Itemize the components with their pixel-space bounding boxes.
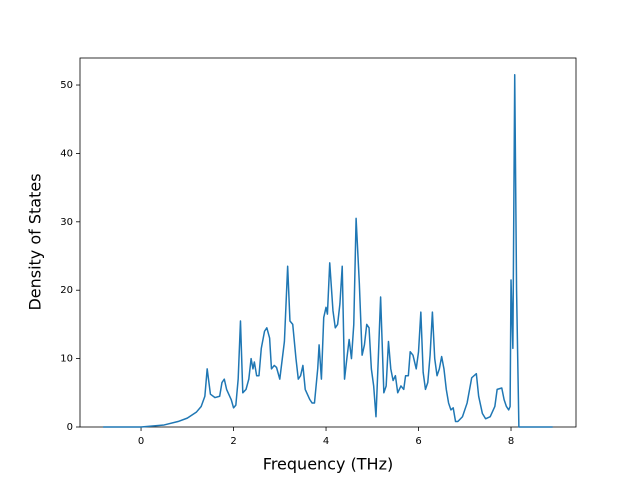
- x-axis-label: Frequency (THz): [263, 455, 393, 474]
- x-tick-label: 4: [323, 436, 329, 447]
- y-tick-label: 10: [60, 354, 73, 365]
- plot-frame: [79, 57, 577, 428]
- y-tick-label: 20: [60, 285, 73, 296]
- y-tick-label: 50: [60, 80, 73, 91]
- x-tick-label: 6: [415, 436, 421, 447]
- x-tick-label: 0: [138, 436, 144, 447]
- x-tick-label: 2: [230, 436, 236, 447]
- dos-line: [103, 74, 553, 428]
- y-tick-label: 0: [67, 422, 73, 433]
- y-axis-label: Density of States: [26, 173, 45, 310]
- y-tick-label: 30: [60, 217, 73, 228]
- x-tick-label: 8: [508, 436, 514, 447]
- y-tick-label: 40: [60, 148, 73, 159]
